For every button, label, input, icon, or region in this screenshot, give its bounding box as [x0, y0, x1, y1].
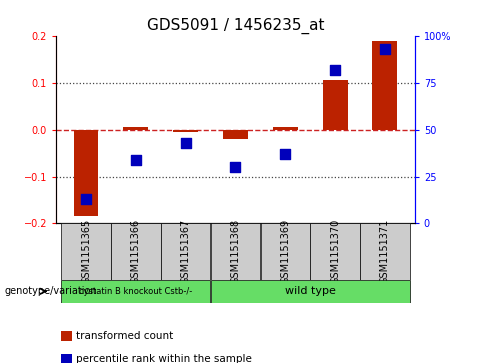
FancyBboxPatch shape — [61, 223, 111, 280]
Text: cystatin B knockout Cstb-/-: cystatin B knockout Cstb-/- — [79, 287, 192, 296]
FancyBboxPatch shape — [61, 280, 210, 303]
Title: GDS5091 / 1456235_at: GDS5091 / 1456235_at — [147, 17, 324, 33]
FancyBboxPatch shape — [161, 223, 210, 280]
FancyBboxPatch shape — [111, 223, 161, 280]
Bar — [372, 41, 397, 130]
Text: GSM1151367: GSM1151367 — [181, 219, 191, 284]
Text: GSM1151368: GSM1151368 — [230, 219, 241, 284]
FancyBboxPatch shape — [360, 223, 409, 280]
FancyBboxPatch shape — [211, 280, 409, 303]
Text: GSM1151365: GSM1151365 — [81, 219, 91, 284]
Point — [232, 164, 240, 170]
Text: wild type: wild type — [285, 286, 336, 296]
Point — [381, 46, 389, 52]
Bar — [123, 127, 148, 130]
Text: percentile rank within the sample: percentile rank within the sample — [76, 354, 251, 363]
FancyBboxPatch shape — [211, 223, 260, 280]
Text: GSM1151371: GSM1151371 — [380, 219, 390, 284]
FancyBboxPatch shape — [310, 223, 360, 280]
Text: transformed count: transformed count — [76, 331, 173, 341]
Bar — [74, 130, 99, 216]
FancyBboxPatch shape — [261, 223, 310, 280]
Point — [282, 151, 289, 157]
Point — [331, 67, 339, 73]
Bar — [223, 130, 248, 139]
Bar — [273, 127, 298, 130]
Text: GSM1151370: GSM1151370 — [330, 219, 340, 284]
Point — [82, 196, 90, 202]
Bar — [173, 130, 198, 132]
Point — [182, 140, 189, 146]
Text: GSM1151369: GSM1151369 — [280, 219, 290, 284]
Text: GSM1151366: GSM1151366 — [131, 219, 141, 284]
Text: genotype/variation: genotype/variation — [5, 286, 98, 296]
Point — [132, 157, 140, 163]
Bar — [323, 80, 347, 130]
